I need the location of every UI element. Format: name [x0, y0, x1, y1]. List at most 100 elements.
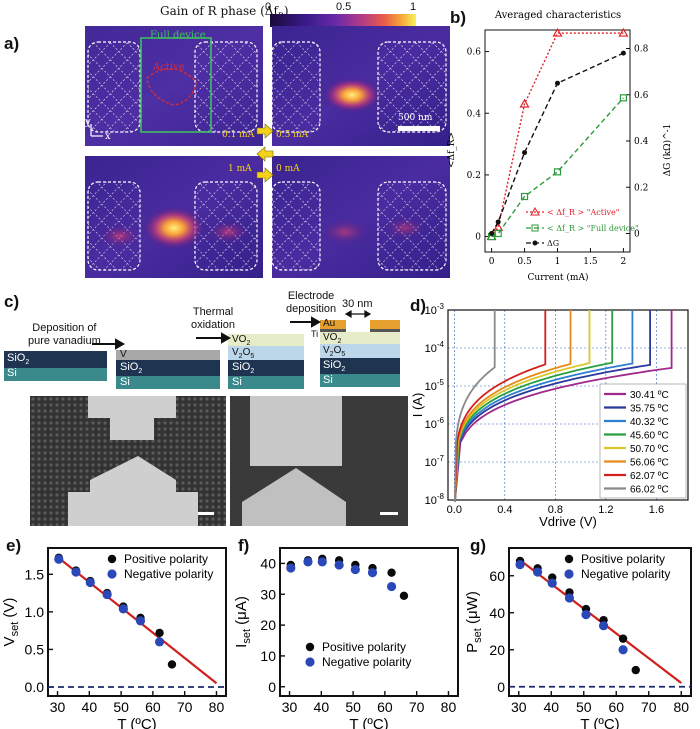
step-deposition-label: Deposition of pure vanadium [28, 322, 101, 347]
chart-f-positive-point-6 [387, 568, 396, 577]
chart-b-xtick-label-0: 0 [489, 257, 495, 267]
chart-b-point-2-3 [555, 80, 560, 86]
chart-e-negative-point-1 [71, 567, 81, 577]
chart-e-negative-point-6 [154, 637, 165, 647]
chart-b-ytick-label-1: 0.2 [467, 171, 481, 181]
chart-b-point-1-1 [494, 229, 502, 238]
chart-e-positive-point-6 [155, 628, 164, 638]
chart-b-ytick-label-2: 0.4 [467, 109, 482, 119]
map-01ma [85, 26, 263, 146]
chart-e-xtick-label-4: 70 [177, 699, 193, 715]
scale-bar-label: 500 nm [398, 113, 433, 123]
axis-x-label: x [105, 131, 111, 142]
chart-d-frame [447, 309, 689, 501]
panel-e-label: e) [6, 536, 22, 555]
chart-b-point-1-4 [619, 94, 628, 102]
chart-f-negative-point-4 [350, 564, 360, 575]
current-label-01: 0.1 mA [222, 130, 255, 140]
chart-f: 30 40 50 60 70 80 0 10 20 30 40 T (ºC) Iset (μA) Posi… [233, 547, 459, 729]
chart-e-legend-label-0: Positive polarity [124, 552, 208, 566]
layer-sio2-1: SiO2 [7, 352, 30, 367]
chart-e-negative-point-3 [102, 589, 112, 600]
panel-d-label: d) [410, 296, 427, 315]
chart-b-point-2-1 [495, 219, 501, 225]
chart-f-negative-point-6 [386, 581, 397, 592]
chart-g-ytick-label-2: 40 [489, 605, 505, 621]
chart-b-ylabel-right: ΔG (kΩ)^-1 [662, 124, 673, 177]
chart-g-xtick-label-3: 60 [608, 699, 624, 715]
layer-sio2-2: SiO2 [120, 361, 143, 376]
chart-g-negative-point-2 [547, 578, 557, 588]
chart-d: 0.0 0.4 0.8 1.2 1.6 10-8 10-7 10-6 10-5 10-4 10-3 V… [410, 302, 689, 529]
chart-b-line-0 [491, 32, 624, 237]
chart-g-negative-point-5 [598, 621, 609, 631]
chart-d-curve-1 [454, 310, 651, 502]
chart-b-xtick-label-2: 1 [555, 257, 561, 267]
layer-v2o5-2: V2O5 [323, 345, 346, 358]
chart-d-legend-label-2: 40.32 ºC [630, 417, 669, 428]
chart-g-positive-point-6 [618, 634, 628, 643]
chart-b-ytick-r-label-4: 0.8 [634, 45, 649, 55]
chart-f-negative-point-2 [317, 557, 327, 567]
chart-b-point-0-2 [519, 98, 530, 108]
chart-d-curve-2 [454, 310, 634, 502]
chart-e-ylabel: Vset (V) [1, 598, 21, 647]
chart-f-ytick-label-4: 40 [260, 555, 276, 571]
stack-electrodes [320, 320, 400, 387]
chart-f-negative-point-1 [303, 557, 313, 567]
axis-y-label: y [85, 117, 91, 128]
layer-au: Au [323, 318, 336, 329]
chart-d-curve-4 [454, 310, 591, 502]
chart-f-xtick-label-1: 40 [314, 699, 330, 715]
chart-f-legend-label-0: Positive polarity [322, 640, 406, 654]
chart-d-curve-7 [454, 310, 496, 502]
chart-b-xtick-label-4: 2 [621, 257, 627, 267]
chart-g-ytick-label-1: 20 [489, 642, 505, 658]
chart-g-legend-marker-1 [564, 569, 574, 579]
chart-b-ytick-r-label-3: 0.6 [634, 91, 649, 101]
step-electrode-label: Electrode deposition [286, 290, 337, 315]
chart-b-point-2-2 [522, 150, 528, 156]
panel-g-label: g) [470, 536, 487, 555]
chart-g-ytick-label-0: 0 [497, 679, 505, 695]
chart-d-legend-label-4: 50.70 ºC [630, 444, 669, 455]
chart-d-legend-label-0: 30.41 ºC [630, 390, 669, 401]
chart-b-legend-marker-1 [531, 224, 539, 232]
chart-d-ytick-label-5: 10-3 [425, 302, 445, 317]
current-label-05: 0.5 mA [276, 130, 309, 140]
map-1ma [85, 156, 263, 278]
panel-c-label: c) [4, 292, 20, 311]
chart-e-xtick-label-5: 80 [209, 699, 225, 715]
chart-e-negative-point-4 [118, 604, 128, 614]
chart-d-legend-label-7: 66.02 ºC [630, 485, 669, 496]
chart-f-negative-point-3 [334, 560, 344, 570]
layer-si-1: Si [7, 367, 17, 379]
chart-g-ytick-label-3: 60 [489, 568, 505, 584]
chart-e-ytick-label-2: 1.0 [25, 604, 45, 620]
chart-b-legend-marker-0 [530, 206, 540, 216]
current-label-0: 0 mA [276, 164, 300, 174]
stack-substrate [4, 351, 107, 381]
sem-image-right [230, 396, 408, 526]
chart-d-legend-label-6: 62.07 ºC [630, 471, 669, 482]
chart-b-point-1-2 [520, 192, 529, 201]
chart-g-xtick-label-5: 80 [673, 699, 689, 715]
layer-si-3: Si [232, 376, 242, 388]
chart-f-ytick-label-2: 20 [260, 617, 276, 633]
chart-g-negative-point-4 [581, 610, 591, 620]
chart-d-legend-label-1: 35.75 ºC [630, 404, 669, 415]
chart-b-point-0-3 [552, 27, 563, 37]
chart-g-negative-point-6 [618, 645, 628, 655]
layer-vo2-2: VO2 [323, 332, 342, 345]
sequence-arrows [256, 123, 274, 183]
chart-g-positive-point-7 [631, 665, 640, 675]
chart-e-positive-point-7 [167, 660, 177, 669]
chart-g-legend-marker-0 [564, 554, 574, 564]
chart-b-ytick-r-label-2: 0.4 [634, 137, 649, 147]
chart-e-ytick-label-3: 1.5 [25, 566, 45, 582]
chart-g-xlabel: T (ºC) [580, 716, 619, 729]
chart-g-xtick-label-2: 50 [576, 699, 592, 715]
chart-f-ylabel: Iset (μA) [233, 596, 253, 648]
chart-f-xtick-label-4: 70 [409, 699, 425, 715]
